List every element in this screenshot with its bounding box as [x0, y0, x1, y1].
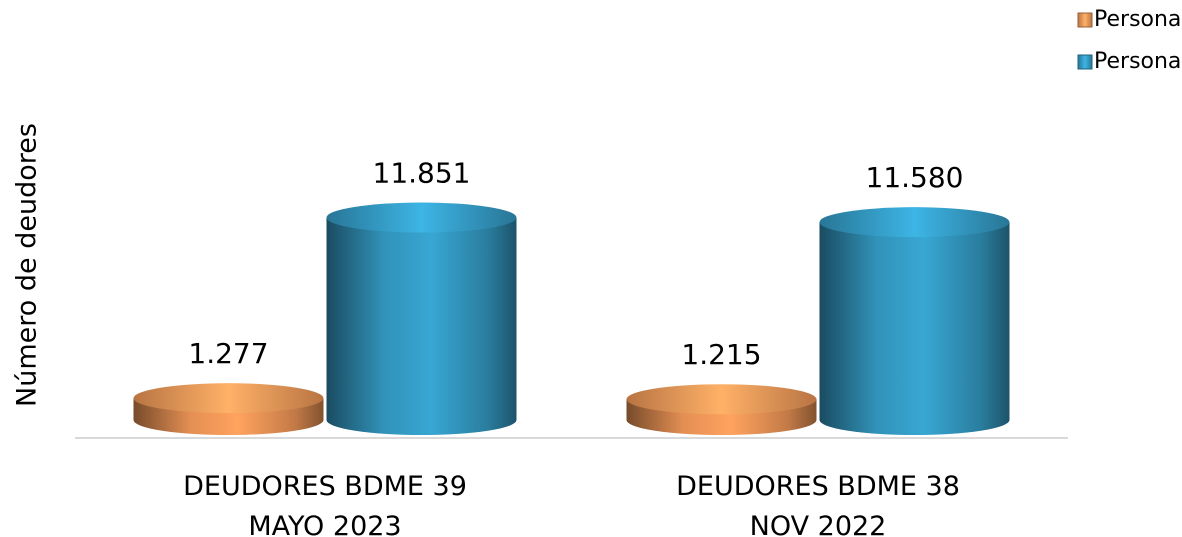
data-label: 11.580: [866, 161, 964, 194]
legend-swatch: [1077, 12, 1093, 28]
bar: [326, 217, 517, 420]
bar-top: [819, 207, 1010, 238]
legend-label: Personas Jurídicas: [1094, 7, 1182, 32]
bar-top: [626, 384, 817, 415]
x-tick-label: DEUDORES BDME 38 NOV 2022: [676, 471, 960, 537]
bar: [819, 222, 1010, 420]
bar-top: [133, 383, 324, 414]
bar-top: [326, 202, 517, 233]
data-label: 1.277: [188, 337, 268, 370]
data-label: 11.851: [373, 157, 471, 190]
legend-label: Personas Naturales: [1094, 49, 1182, 74]
data-label: 1.215: [681, 338, 761, 371]
y-axis-label: Número de deudores: [12, 123, 43, 407]
x-tick-label: DEUDORES BDME 39 MAYO 2023: [183, 471, 467, 537]
legend-swatch: [1077, 54, 1093, 70]
